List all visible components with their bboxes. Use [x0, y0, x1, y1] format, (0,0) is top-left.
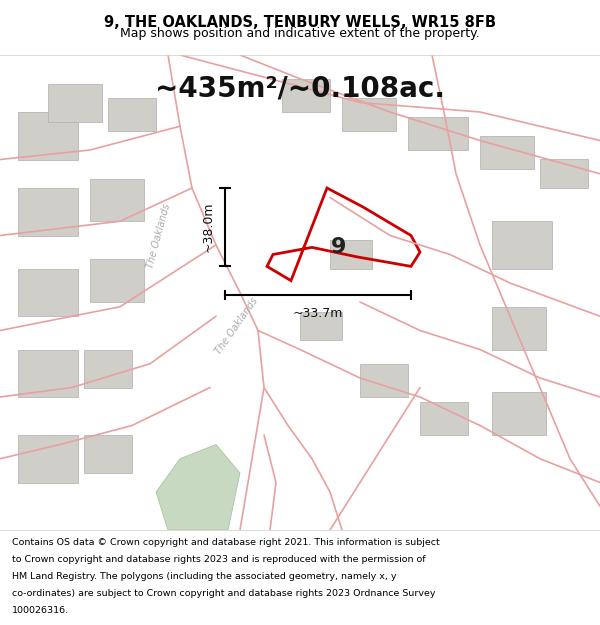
Bar: [540, 159, 588, 188]
Bar: [18, 269, 78, 316]
Bar: [84, 435, 132, 473]
Text: The Oaklands: The Oaklands: [214, 296, 260, 356]
Bar: [90, 179, 144, 221]
Bar: [282, 79, 330, 112]
Bar: [90, 259, 144, 302]
Polygon shape: [156, 444, 240, 530]
Text: Map shows position and indicative extent of the property.: Map shows position and indicative extent…: [120, 27, 480, 39]
Bar: [492, 307, 546, 349]
Text: Contains OS data © Crown copyright and database right 2021. This information is : Contains OS data © Crown copyright and d…: [12, 538, 440, 547]
Bar: [330, 240, 372, 269]
Bar: [480, 136, 534, 169]
Text: 9, THE OAKLANDS, TENBURY WELLS, WR15 8FB: 9, THE OAKLANDS, TENBURY WELLS, WR15 8FB: [104, 16, 496, 31]
Bar: [420, 402, 468, 435]
Text: co-ordinates) are subject to Crown copyright and database rights 2023 Ordnance S: co-ordinates) are subject to Crown copyr…: [12, 589, 436, 598]
Text: The Oaklands: The Oaklands: [146, 202, 172, 269]
Bar: [18, 188, 78, 236]
Bar: [48, 84, 102, 121]
Bar: [18, 112, 78, 159]
Bar: [84, 349, 132, 388]
Text: ~38.0m: ~38.0m: [202, 202, 215, 252]
Text: HM Land Registry. The polygons (including the associated geometry, namely x, y: HM Land Registry. The polygons (includin…: [12, 572, 397, 581]
Bar: [342, 98, 396, 131]
Bar: [108, 98, 156, 131]
Text: 100026316.: 100026316.: [12, 606, 69, 615]
Bar: [360, 364, 408, 397]
Text: ~435m²/~0.108ac.: ~435m²/~0.108ac.: [155, 74, 445, 102]
Bar: [300, 311, 342, 340]
Text: to Crown copyright and database rights 2023 and is reproduced with the permissio: to Crown copyright and database rights 2…: [12, 555, 425, 564]
Bar: [18, 435, 78, 482]
Bar: [18, 349, 78, 397]
Bar: [408, 117, 468, 150]
Text: ~33.7m: ~33.7m: [293, 308, 343, 321]
Bar: [492, 221, 552, 269]
Text: 9: 9: [331, 238, 347, 258]
Bar: [492, 392, 546, 435]
